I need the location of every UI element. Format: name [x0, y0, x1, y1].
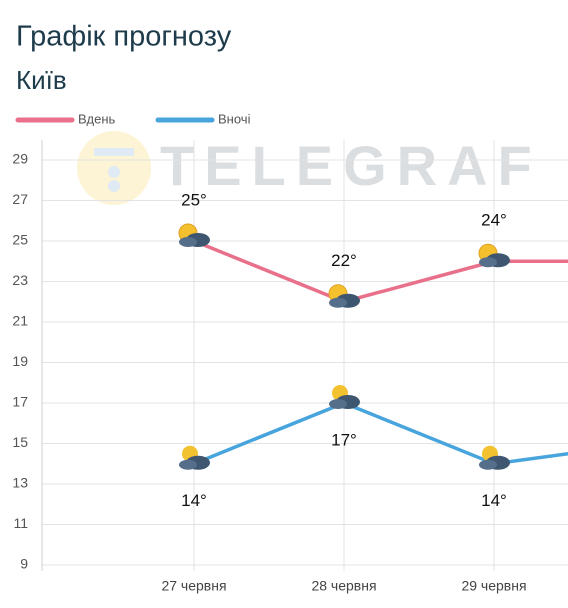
cloud [329, 399, 347, 409]
weather-icon [479, 445, 510, 470]
data-label: 17° [331, 430, 357, 449]
cloud [179, 237, 197, 247]
legend-label: Вночі [218, 111, 251, 126]
x-tick-label: 29 червня [461, 578, 526, 594]
y-tick-label: 19 [12, 353, 28, 369]
y-tick-label: 11 [13, 515, 28, 531]
chart-subtitle: Київ [16, 65, 67, 95]
cloud [179, 459, 197, 470]
y-tick-label: 27 [12, 191, 28, 207]
data-label: 14° [181, 491, 207, 510]
weather-icon [329, 385, 360, 409]
data-label: 24° [481, 211, 507, 230]
y-tick-label: 13 [12, 475, 28, 491]
weather-icon [478, 243, 510, 268]
cloud [479, 257, 497, 268]
watermark-logo [108, 180, 120, 192]
watermark: TELEGRAF [77, 131, 542, 205]
weather-icon [328, 284, 360, 308]
cloud [479, 459, 497, 470]
series-line [193, 239, 568, 304]
watermark-logo [108, 166, 120, 178]
y-tick-label: 9 [20, 556, 28, 572]
plot-area [192, 239, 568, 466]
watermark-logo [94, 148, 134, 156]
y-tick-label: 15 [12, 434, 28, 450]
x-tick-label: 27 червня [161, 578, 226, 594]
legend-label: Вдень [78, 111, 116, 126]
y-tick-label: 23 [12, 272, 28, 288]
y-tick-label: 29 [12, 151, 28, 167]
x-tick-label: 28 червня [311, 578, 376, 594]
chart-title: Графік прогнозу [16, 21, 232, 53]
y-tick-label: 17 [12, 394, 28, 410]
weather-icon [179, 445, 210, 470]
watermark-text: TELEGRAF [160, 134, 542, 197]
series-line [193, 401, 568, 466]
y-tick-label: 21 [12, 313, 28, 329]
data-label: 25° [181, 190, 207, 209]
cloud [329, 297, 347, 308]
y-tick-label: 25 [12, 232, 28, 248]
weather-icon [178, 223, 210, 247]
data-label: 22° [331, 251, 357, 270]
data-label: 14° [481, 491, 507, 510]
watermark-logo [77, 131, 151, 205]
